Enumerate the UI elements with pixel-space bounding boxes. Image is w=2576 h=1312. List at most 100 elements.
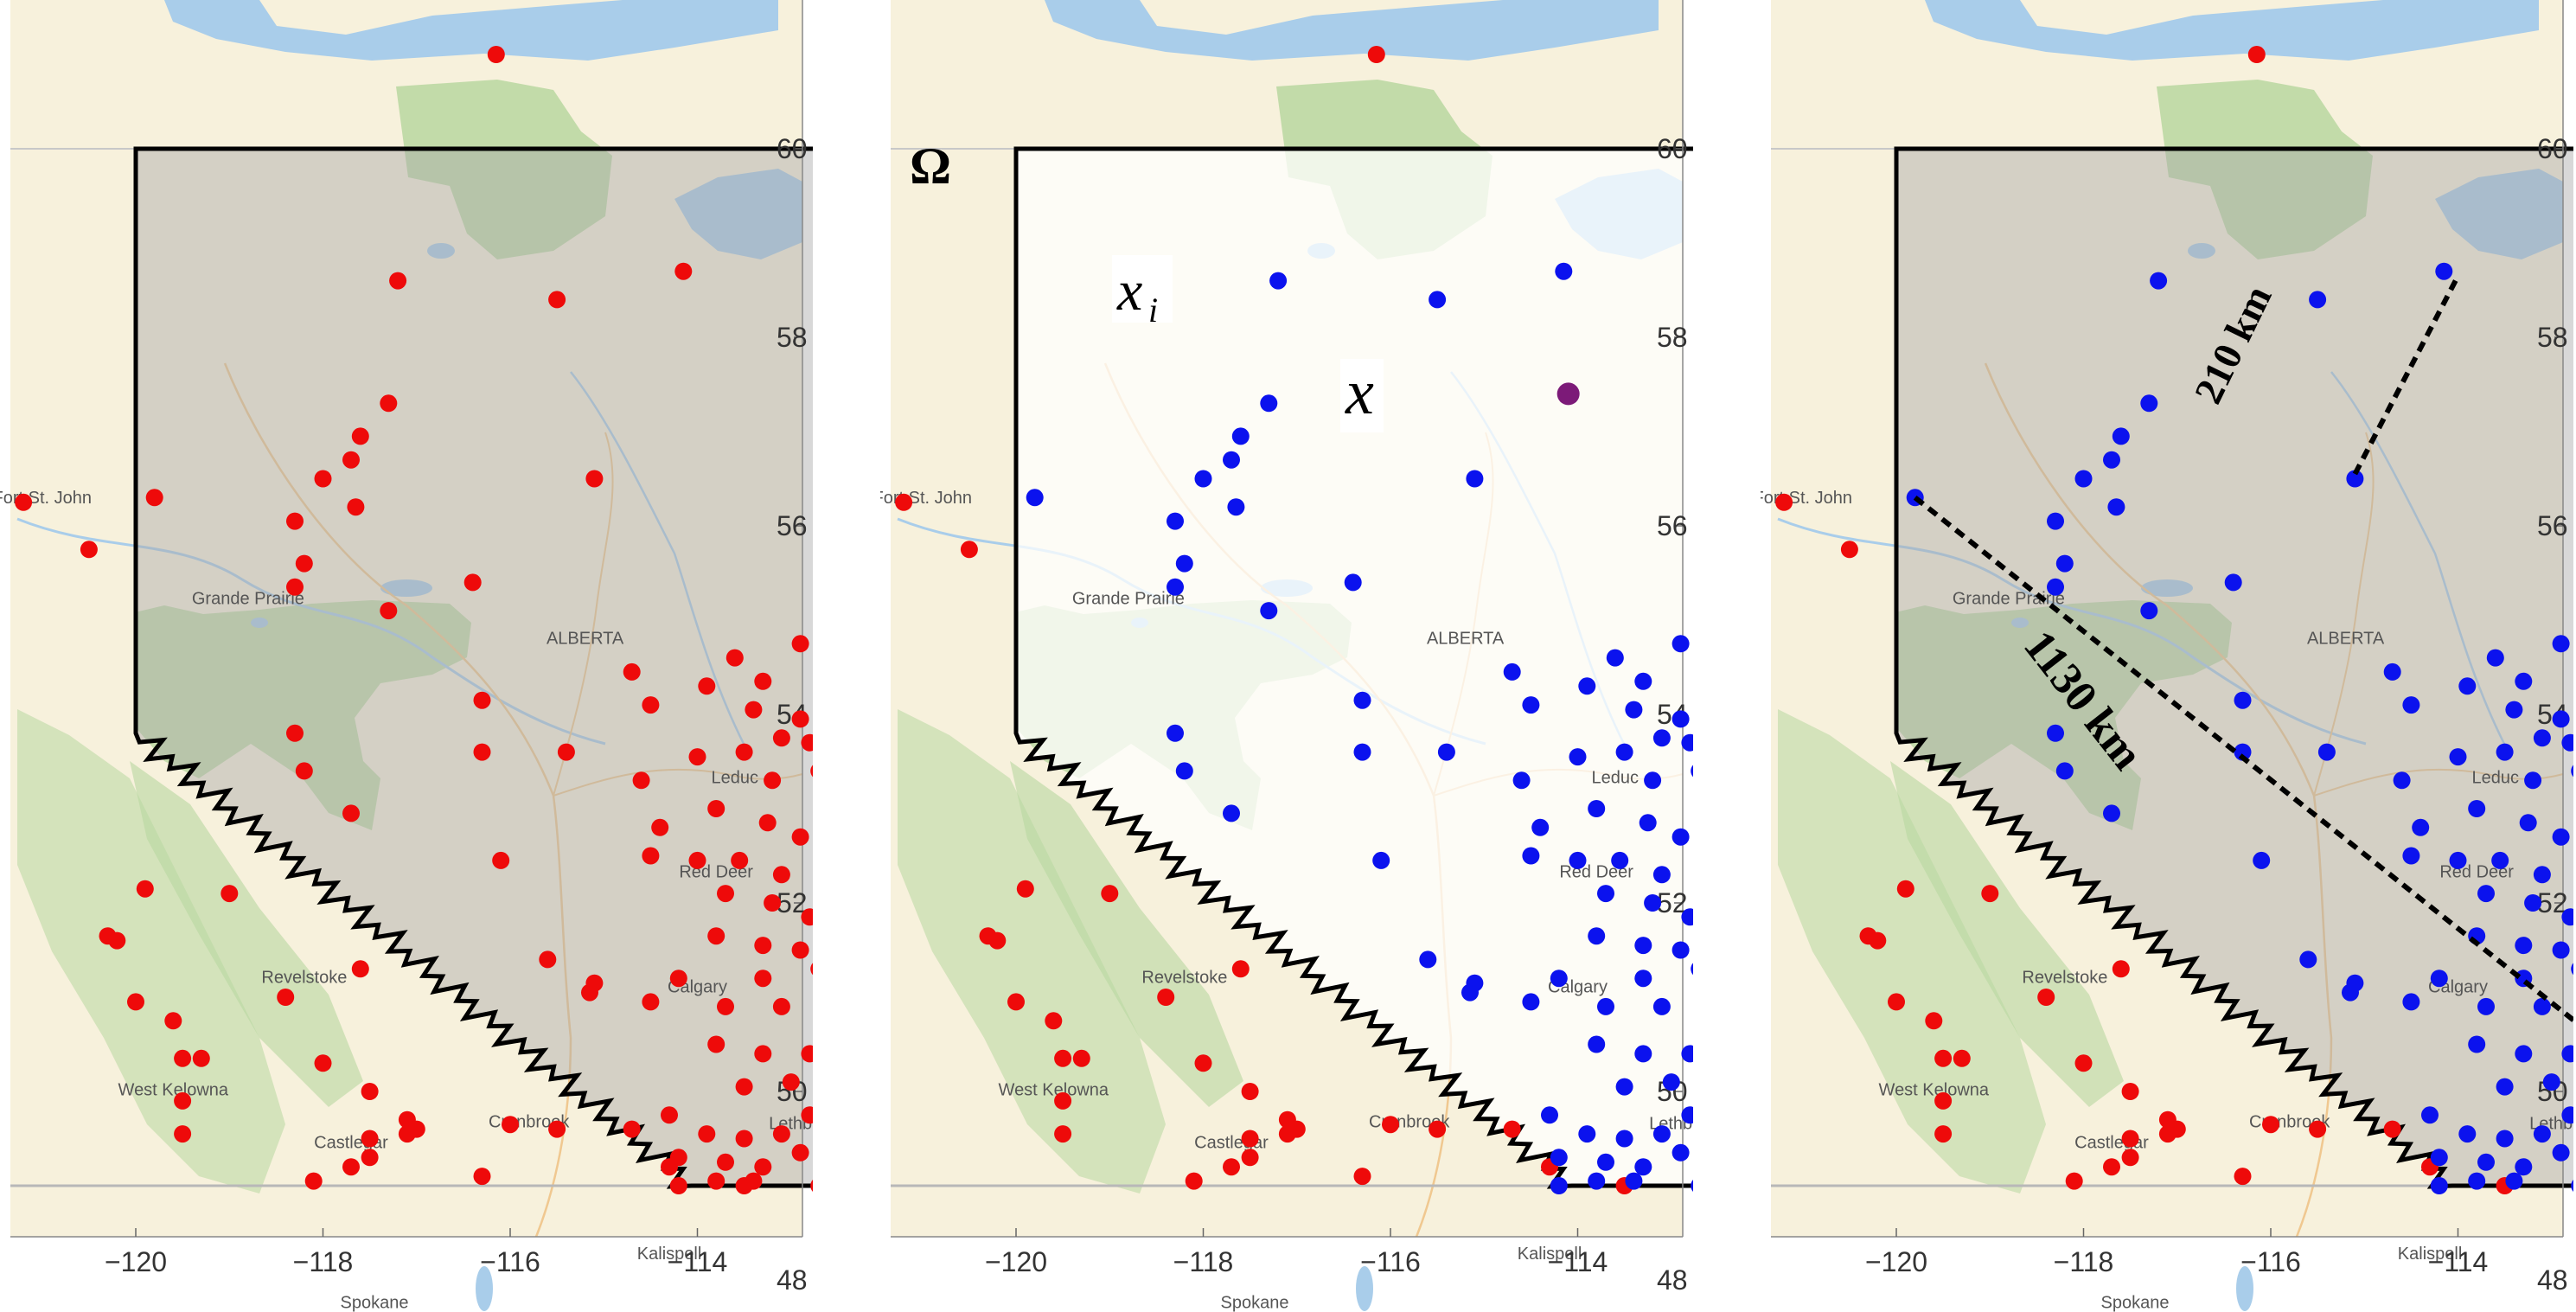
station-dot	[717, 885, 734, 903]
station-dot	[661, 1106, 678, 1124]
station-dot	[764, 771, 782, 790]
station-dot	[1569, 851, 1587, 869]
station-dot-group	[895, 46, 1633, 1194]
station-dot	[2047, 724, 2064, 742]
station-dot	[2299, 950, 2317, 969]
place-label: Revelstoke	[261, 969, 347, 988]
station-dot	[2309, 291, 2327, 309]
station-dot	[1223, 451, 1240, 469]
x-tick-label: −120	[105, 1246, 167, 1277]
station-dot	[1652, 1125, 1671, 1143]
station-dot	[221, 885, 239, 903]
alberta-boundary	[1894, 146, 2573, 1189]
x-tick-label: −114	[668, 1246, 728, 1277]
rockies-forest	[130, 761, 363, 1107]
station-dot	[2234, 1168, 2252, 1186]
station-dot	[2224, 573, 2242, 592]
station-dot	[361, 1149, 379, 1167]
station-dot	[810, 765, 813, 778]
place-label: Leduc	[1592, 769, 1640, 788]
station-dot	[731, 851, 749, 869]
lake-north	[1045, 0, 1659, 61]
small-lake	[427, 243, 455, 259]
highway	[1984, 362, 2333, 1238]
flathead-lake	[1356, 1266, 1373, 1311]
station-dot	[2055, 762, 2074, 780]
x-tick-label: −116	[480, 1246, 540, 1277]
station-dot	[1588, 800, 1606, 817]
station-dot	[988, 931, 1007, 950]
station-dot	[2262, 1116, 2279, 1134]
station-dot	[1382, 1116, 1399, 1134]
station-dot	[1588, 1035, 1606, 1053]
station-dot	[2542, 1073, 2560, 1091]
station-dot	[174, 1091, 192, 1110]
station-dot	[1672, 710, 1690, 728]
station-dot	[1606, 649, 1624, 667]
station-dot	[801, 1045, 813, 1063]
station-dot	[1888, 993, 1905, 1011]
station-dot	[548, 1120, 566, 1138]
place-label: Spokane	[2101, 1294, 2170, 1312]
station-dot	[1260, 394, 1278, 413]
y-tick-label: 56	[777, 510, 808, 541]
station-dot	[314, 470, 332, 488]
station-dot	[2121, 1130, 2139, 1148]
station-dot	[2515, 1045, 2533, 1063]
station-dot	[1054, 1049, 1072, 1067]
station-dot	[1691, 963, 1693, 976]
x-tick-label: −120	[1865, 1246, 1927, 1277]
station-dot	[2486, 649, 2504, 667]
station-dot	[772, 729, 790, 747]
bc-forest	[17, 709, 285, 1194]
y-tick-label: 56	[1657, 510, 1688, 541]
station-dot	[1101, 885, 1119, 903]
wood-buffalo-park	[396, 80, 612, 259]
station-dot	[754, 1045, 772, 1063]
station-dot	[389, 272, 407, 290]
station-dot	[1541, 1106, 1558, 1124]
place-label: Kalispell	[2398, 1245, 2462, 1264]
station-dot	[1569, 748, 1587, 766]
station-dot	[1175, 554, 1193, 573]
place-label: Grande Prairie	[1072, 589, 1185, 608]
station-dot	[1241, 1083, 1259, 1100]
bc-forest	[898, 709, 1166, 1194]
station-dot	[1550, 1177, 1568, 1194]
station-dot	[2346, 974, 2364, 992]
place-label: Kalispell	[1518, 1245, 1582, 1264]
station-dot	[1597, 885, 1614, 903]
station-dot	[342, 804, 360, 822]
station-dot	[1681, 908, 1693, 926]
station-dot-group	[145, 262, 813, 1194]
y-tick-label: 60	[1657, 133, 1688, 164]
station-dot	[717, 1153, 734, 1171]
station-dot	[1372, 851, 1390, 869]
station-dot	[791, 1143, 809, 1162]
station-dot	[772, 1125, 790, 1143]
station-dot	[669, 1177, 687, 1194]
station-dot	[164, 1012, 182, 1030]
station-dot	[2112, 960, 2130, 978]
long-distance-line	[1913, 495, 2573, 1024]
station-dot	[2402, 993, 2420, 1011]
station-dot	[1634, 672, 1652, 690]
station-dot	[1429, 1120, 1447, 1138]
place-label: Fort St. John	[880, 489, 972, 508]
station-dot	[80, 541, 98, 559]
short-distance-line	[2352, 274, 2461, 476]
station-dot	[1157, 989, 1175, 1006]
station-dot	[2309, 1120, 2327, 1138]
station-dot	[2496, 743, 2514, 761]
station-dot	[463, 573, 482, 592]
station-dot	[1522, 993, 1540, 1011]
station-dot	[669, 1149, 687, 1167]
station-dot	[2519, 814, 2537, 832]
y-tick-label: 48	[777, 1264, 808, 1296]
station-dot	[1597, 1153, 1614, 1171]
station-dot	[398, 1125, 416, 1143]
station-dot	[1344, 573, 1362, 592]
xi-subscript: i	[1148, 291, 1158, 330]
station-dot	[2458, 677, 2477, 695]
